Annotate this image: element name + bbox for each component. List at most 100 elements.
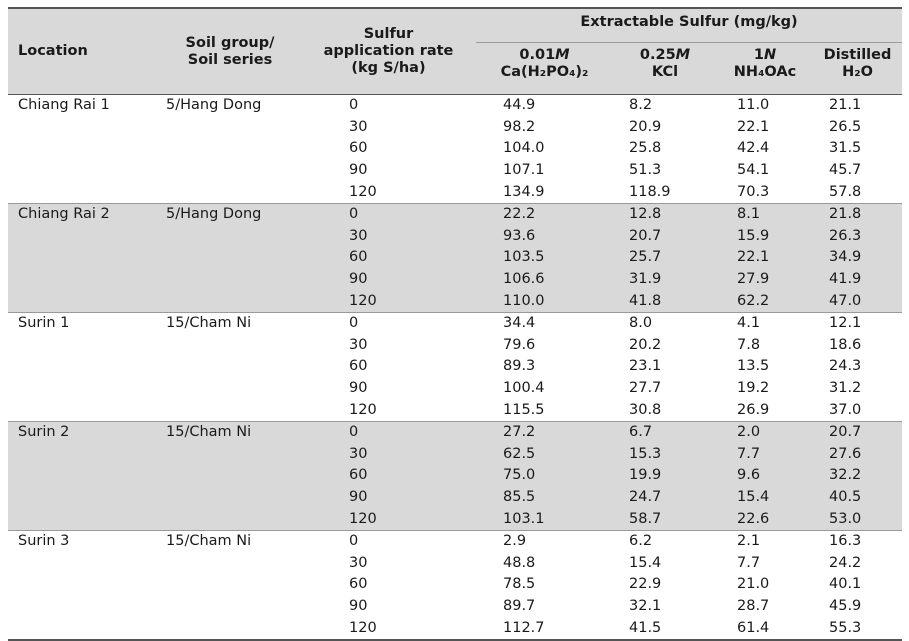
cell-kcl: 25.8 [629,140,662,157]
cell-soil-series [159,465,301,487]
cell-application-rate: 90 [349,380,368,397]
cell-location [8,247,159,269]
cell-application-rate: 90 [349,162,368,179]
cell-kcl: 30.8 [613,399,717,422]
cell-kcl: 15.4 [629,554,662,571]
table-row: Chiang Rai 1 5/Hang Dong 0 44.9 8.2 11.0 21.1 [8,95,902,117]
table-row: 120 103.1 58.7 22.6 53.0 [8,508,903,531]
table-row: 30 93.6 20.7 15.9 26.3 [8,225,903,248]
extractant-1-conc: 0.01 [519,47,556,63]
cell-kcl: 6.2 [629,532,653,549]
cell-soil-series [159,399,301,422]
cell-nh4oac: 22.6 [717,508,813,531]
extractant-4-conc: Distilled [823,47,892,63]
cell-nh4oac: 7.8 [737,336,761,353]
cell-soil-series [159,443,301,466]
cell-location [8,181,159,204]
cell-nh4oac: 15.9 [717,225,813,248]
cell-distilled-water: 12.1 [829,314,862,331]
table-row: 60 104.0 25.8 42.4 31.5 [8,138,902,160]
cell-kcl: 41.8 [613,290,717,313]
extractable-sulfur-table: Location Soil group/ Soil series Sulfur … [8,9,903,641]
cell-application-rate: 90 [301,486,476,509]
cell-distilled-water: 18.6 [829,336,862,353]
cell-distilled-water: 45.9 [829,597,862,614]
cell-ca-phosphate: 110.0 [476,290,613,313]
cell-soil-series [159,247,301,269]
cell-location [8,596,159,618]
cell-kcl: 20.7 [613,225,717,248]
cell-soil-series [159,574,301,596]
cell-nh4oac: 15.4 [717,486,813,509]
header-extractant-3: 1N NH₄OAc [717,42,813,95]
cell-soil-series [159,617,301,641]
cell-distilled-water: 27.6 [813,443,903,466]
cell-nh4oac: 7.7 [737,554,761,571]
cell-ca-phosphate: 34.4 [503,314,536,331]
cell-nh4oac: 70.3 [717,181,813,204]
cell-nh4oac: 62.2 [717,290,813,313]
cell-ca-phosphate: 100.4 [503,380,545,397]
table-row: 90 89.7 32.1 28.7 45.9 [8,596,902,618]
cell-ca-phosphate: 106.6 [476,268,613,291]
cell-kcl: 41.5 [613,617,717,641]
header-rate-line3: (kg S/ha) [351,60,426,76]
cell-application-rate: 0 [301,203,476,226]
cell-nh4oac: 13.5 [737,358,770,375]
extractant-3-conc: 1 [753,47,764,63]
cell-nh4oac: 27.9 [717,268,813,291]
cell-location [8,508,159,531]
cell-ca-phosphate: 112.7 [476,617,613,641]
header-extractant-2: 0.25M KCl [613,42,717,95]
header-soil-group: Soil group/ Soil series [159,9,301,95]
table-row: 90 106.6 31.9 27.9 41.9 [8,268,903,291]
cell-ca-phosphate: 48.8 [503,554,536,571]
cell-location [8,465,159,487]
cell-application-rate: 90 [301,268,476,291]
cell-application-rate: 60 [349,140,368,157]
cell-nh4oac: 2.1 [737,532,761,549]
cell-nh4oac: 8.1 [717,203,813,226]
table-row: Surin 3 15/Cham Ni 0 2.9 6.2 2.1 16.3 [8,530,902,552]
cell-location [8,290,159,313]
cell-soil-series: 15/Cham Ni [159,421,301,444]
cell-location [8,268,159,291]
header-extractant-4: Distilled H₂O [813,42,903,95]
header-application-rate: Sulfur application rate (kg S/ha) [301,9,476,95]
cell-soil-series: 5/Hang Dong [159,203,301,226]
cell-application-rate: 30 [349,336,368,353]
cell-kcl: 6.7 [613,421,717,444]
cell-nh4oac: 11.0 [737,97,770,113]
extractant-1-name: Ca(H₂PO₄)₂ [500,64,589,80]
cell-distilled-water: 31.2 [829,380,862,397]
table-row: 120 115.5 30.8 26.9 37.0 [8,399,903,422]
cell-location [8,617,159,641]
cell-kcl: 25.7 [613,247,717,269]
cell-kcl: 19.9 [613,465,717,487]
cell-ca-phosphate: 27.2 [476,421,613,444]
table-row: 120 110.0 41.8 62.2 47.0 [8,290,903,313]
cell-application-rate: 120 [301,290,476,313]
cell-application-rate: 0 [301,421,476,444]
header-rate-line1: Sulfur [363,26,414,42]
cell-distilled-water: 45.7 [829,162,862,179]
cell-application-rate: 60 [301,247,476,269]
cell-location [8,160,159,182]
cell-application-rate: 60 [349,358,368,375]
table-top-rule [8,7,902,9]
cell-nh4oac: 2.0 [717,421,813,444]
cell-ca-phosphate: 107.1 [503,162,545,179]
table-row: 120 112.7 41.5 61.4 55.3 [8,617,903,641]
header-soil-line2: Soil series [187,51,273,68]
header-extractant-1: 0.01M Ca(H₂PO₄)₂ [476,42,613,95]
cell-location: Surin 2 [8,421,159,444]
cell-kcl: 22.9 [629,576,662,593]
cell-soil-series [159,225,301,248]
cell-soil-series [159,486,301,509]
extractant-2-name: KCl [651,64,679,80]
cell-location [8,138,159,160]
cell-soil-series [159,181,301,204]
table-row: 60 75.0 19.9 9.6 32.2 [8,465,903,487]
cell-ca-phosphate: 104.0 [503,140,545,157]
cell-application-rate: 120 [301,508,476,531]
